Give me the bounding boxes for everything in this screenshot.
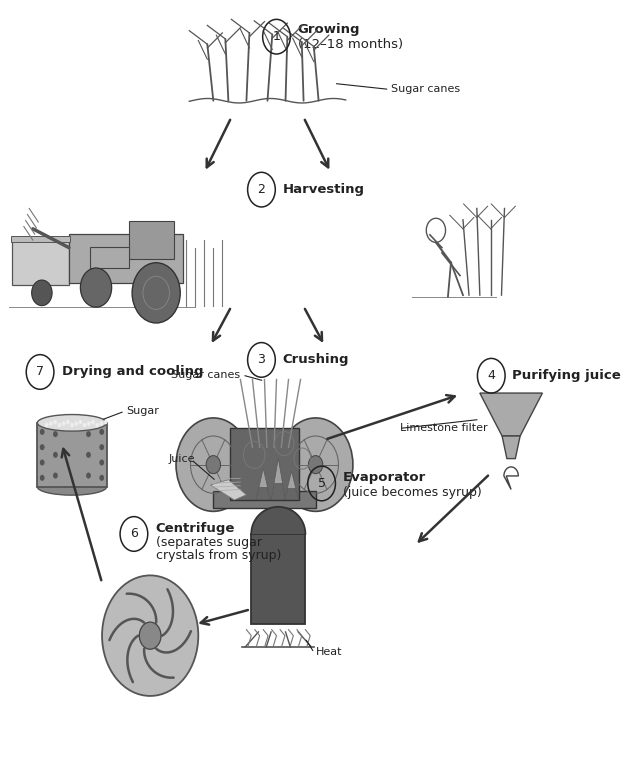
Circle shape (53, 420, 57, 424)
Text: Evaporator: Evaporator (342, 471, 426, 484)
Circle shape (104, 420, 108, 424)
Circle shape (95, 423, 99, 427)
Ellipse shape (37, 479, 106, 495)
Text: Sugar canes: Sugar canes (391, 84, 460, 94)
FancyBboxPatch shape (213, 491, 316, 508)
Text: Growing: Growing (298, 23, 360, 36)
Circle shape (278, 418, 353, 512)
Circle shape (206, 455, 221, 474)
Text: 3: 3 (257, 354, 266, 367)
Circle shape (176, 418, 251, 512)
Text: (separates sugar: (separates sugar (156, 536, 262, 549)
Polygon shape (284, 471, 299, 500)
Polygon shape (211, 480, 246, 500)
Circle shape (102, 575, 198, 696)
Circle shape (79, 420, 82, 424)
Circle shape (40, 459, 45, 465)
Circle shape (70, 423, 74, 427)
Text: 4: 4 (487, 369, 495, 383)
Text: 6: 6 (130, 528, 138, 540)
Circle shape (53, 452, 58, 458)
Text: Juice: Juice (168, 454, 195, 464)
Circle shape (99, 444, 104, 450)
FancyBboxPatch shape (69, 234, 183, 283)
Polygon shape (271, 458, 285, 500)
Circle shape (99, 475, 104, 481)
Text: 5: 5 (317, 477, 326, 490)
Circle shape (87, 421, 91, 426)
Circle shape (40, 475, 45, 481)
Circle shape (86, 431, 91, 437)
Text: Sugar: Sugar (126, 406, 159, 416)
Text: Harvesting: Harvesting (282, 183, 365, 196)
Circle shape (53, 473, 58, 479)
Circle shape (61, 421, 65, 426)
Text: Sugar canes: Sugar canes (172, 370, 241, 380)
Circle shape (86, 473, 91, 479)
Circle shape (45, 423, 49, 427)
Polygon shape (480, 393, 542, 436)
Circle shape (49, 421, 52, 426)
Text: Centrifuge: Centrifuge (156, 522, 235, 535)
Text: (12–18 months): (12–18 months) (298, 38, 403, 51)
Polygon shape (256, 468, 271, 500)
FancyBboxPatch shape (12, 240, 69, 285)
Text: 1: 1 (273, 30, 280, 43)
FancyBboxPatch shape (252, 534, 305, 625)
Text: Purifying juice: Purifying juice (512, 369, 621, 383)
Circle shape (83, 423, 86, 427)
FancyBboxPatch shape (230, 429, 300, 500)
Circle shape (40, 444, 45, 450)
Text: (juice becomes syrup): (juice becomes syrup) (342, 486, 481, 499)
FancyBboxPatch shape (129, 222, 174, 259)
Circle shape (100, 421, 103, 426)
Circle shape (31, 280, 52, 306)
Circle shape (99, 429, 104, 435)
Text: Crushing: Crushing (282, 354, 349, 367)
Circle shape (66, 420, 70, 424)
Text: Drying and cooling: Drying and cooling (61, 366, 204, 379)
Text: Limestone filter: Limestone filter (400, 424, 488, 433)
Ellipse shape (37, 414, 106, 431)
Circle shape (74, 421, 78, 426)
FancyBboxPatch shape (11, 236, 70, 242)
Circle shape (132, 263, 180, 323)
Circle shape (92, 420, 95, 424)
Circle shape (40, 429, 45, 435)
Text: 2: 2 (257, 183, 266, 196)
Polygon shape (502, 436, 520, 458)
Circle shape (140, 622, 161, 649)
Text: crystals from syrup): crystals from syrup) (156, 549, 281, 562)
Text: 7: 7 (36, 366, 44, 379)
Text: Heat: Heat (316, 647, 342, 657)
Circle shape (308, 455, 323, 474)
FancyBboxPatch shape (90, 247, 129, 268)
Circle shape (53, 431, 58, 437)
FancyBboxPatch shape (37, 423, 106, 487)
Circle shape (86, 452, 91, 458)
Circle shape (58, 423, 61, 427)
Circle shape (81, 268, 111, 307)
Circle shape (99, 459, 104, 465)
